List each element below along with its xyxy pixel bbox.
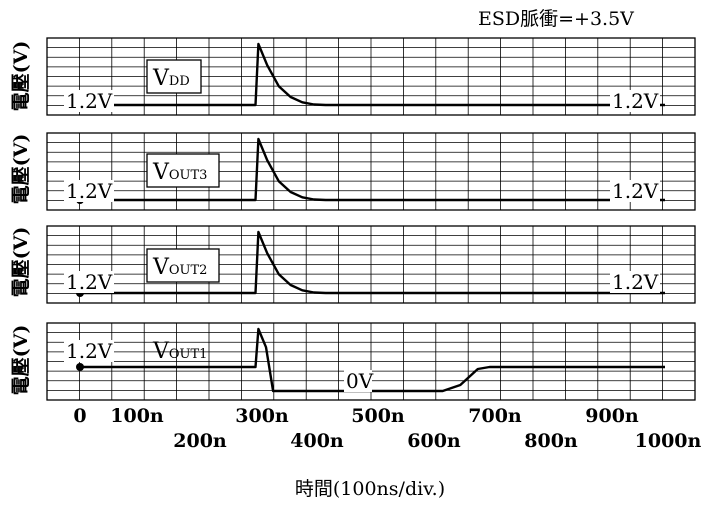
voltage-annotation: 1.2V [66, 179, 113, 203]
x-tick-label: 400n [290, 430, 344, 452]
annotation-backdrop [610, 271, 660, 293]
x-axis-label: 時間(100ns/div.) [295, 478, 445, 500]
x-tick-label: 0 [73, 405, 86, 427]
x-tick-labels: 0 100n 300n 500n 700n 900n 200n 400n 600n 800n 100… [73, 405, 701, 452]
voltage-annotation: 1.2V [66, 89, 113, 113]
x-tick-label: 300n [235, 405, 289, 427]
annotation-backdrop [344, 370, 372, 392]
x-tick-label: 600n [407, 430, 461, 452]
annotation-backdrop [64, 90, 114, 112]
annotation-backdrop [610, 90, 660, 112]
series-label-box [146, 248, 220, 283]
panel-frame [46, 132, 696, 211]
annotation-backdrop [64, 340, 114, 362]
panel-vdd: 電壓(V) VDD 1.2V 1.2V [10, 37, 696, 116]
voltage-annotation: 1.2V [66, 270, 113, 294]
y-axis-label: 電壓(V) [10, 41, 32, 112]
x-tick-label: 900n [585, 405, 639, 427]
voltage-annotation: 1.2V [66, 339, 113, 363]
series-label-box [146, 59, 202, 94]
annotation-backdrop [610, 180, 660, 202]
annotation-backdrop [64, 180, 114, 202]
series-label-box [146, 153, 220, 188]
series-label: VOUT1 [152, 339, 207, 364]
panel-vout1: 電壓(V) VOUT1 1.2V 0V [10, 322, 696, 401]
series-label: VOUT3 [152, 160, 207, 185]
annotation-backdrop [64, 271, 114, 293]
x-tick-label: 1000n [635, 430, 702, 452]
series-line [80, 42, 665, 107]
panel-frame [46, 37, 696, 116]
series-label: VOUT2 [152, 255, 207, 280]
series-line [80, 230, 665, 295]
series-line [80, 137, 665, 202]
chart-title: ESD脈衝=+3.5V [478, 8, 634, 30]
voltage-annotation: 0V [346, 369, 374, 393]
x-tick-label: 100n [110, 405, 164, 427]
panel-frame [46, 322, 696, 401]
panel-vout2: 電壓(V) VOUT2 1.2V 1.2V [10, 225, 696, 304]
y-axis-label: 電壓(V) [10, 325, 32, 396]
panel-frame [46, 225, 696, 304]
voltage-annotation: 1.2V [612, 179, 659, 203]
y-axis-label: 電壓(V) [10, 134, 32, 205]
series-label: VDD [152, 66, 190, 91]
start-point [76, 363, 84, 371]
voltage-annotation: 1.2V [612, 89, 659, 113]
voltage-annotation: 1.2V [612, 270, 659, 294]
y-axis-label: 電壓(V) [10, 227, 32, 298]
panel-vout3: 電壓(V) VOUT3 1.2V 1.2V [10, 132, 696, 211]
x-tick-label: 700n [468, 405, 522, 427]
x-tick-label: 500n [351, 405, 405, 427]
x-tick-label: 800n [524, 430, 578, 452]
x-tick-label: 200n [173, 430, 227, 452]
